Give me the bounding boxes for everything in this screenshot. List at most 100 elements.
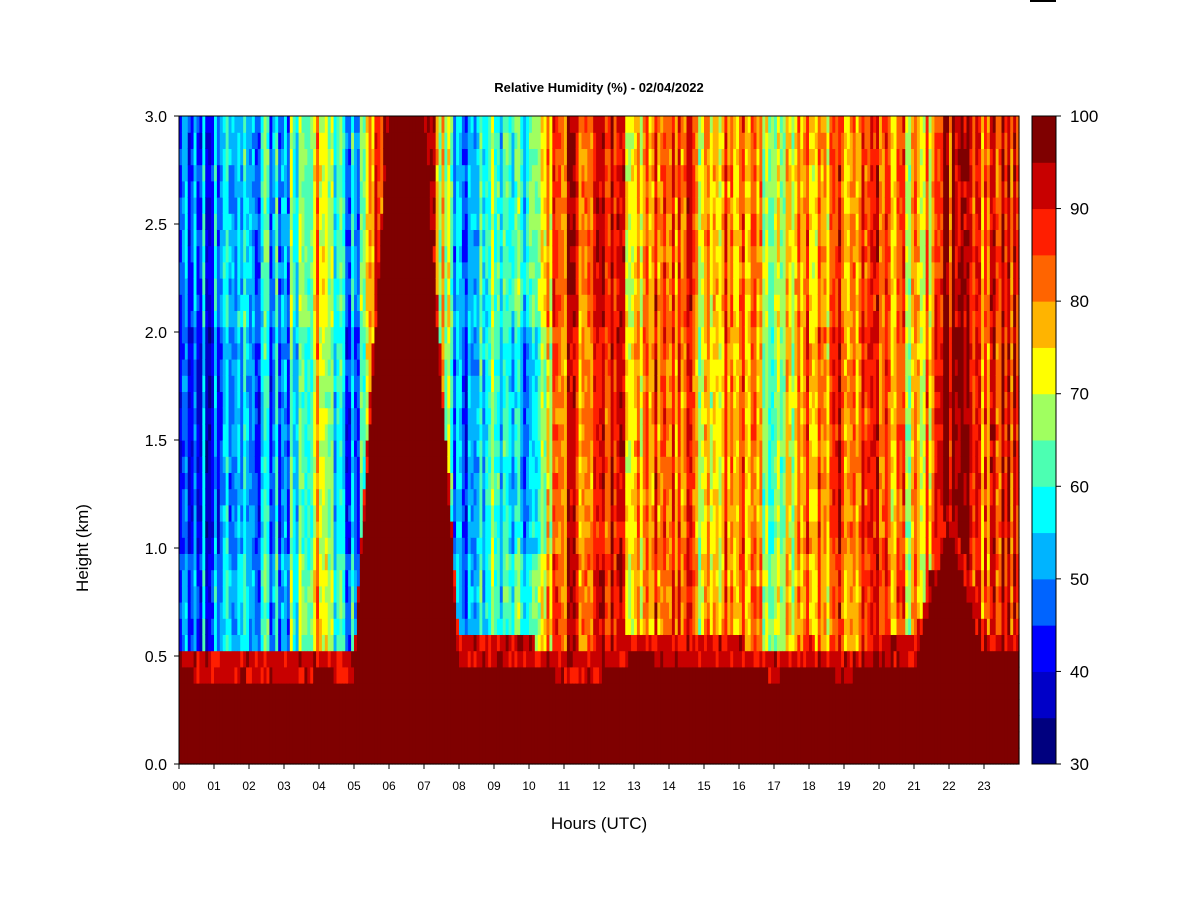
heatmap-cell <box>441 618 446 635</box>
heatmap-cell <box>246 342 250 360</box>
heatmap-cell <box>426 715 431 733</box>
heatmap-cell <box>316 116 320 133</box>
heatmap-cell <box>453 197 457 214</box>
heatmap-cell <box>243 650 247 668</box>
heatmap-cell <box>254 504 259 522</box>
heatmap-cell <box>222 213 227 230</box>
heatmap-cell <box>354 488 358 506</box>
heatmap-cell <box>377 699 381 716</box>
heatmap-cell <box>380 747 384 765</box>
heatmap-cell <box>301 326 306 344</box>
heatmap-cell <box>292 472 297 490</box>
heatmap-cell <box>488 650 492 668</box>
heatmap-cell <box>179 715 183 733</box>
heatmap-cell <box>470 537 475 554</box>
heatmap-cell <box>321 715 326 733</box>
heatmap-cell <box>199 666 203 684</box>
heatmap-cell <box>394 245 399 263</box>
heatmap-cell <box>289 213 294 230</box>
heatmap-cell <box>520 472 524 490</box>
heatmap-cell <box>307 553 311 571</box>
heatmap-cell <box>179 699 183 716</box>
heatmap-cell <box>432 326 437 344</box>
heatmap-cell <box>400 699 405 716</box>
heatmap-cell <box>284 699 288 716</box>
heatmap-cell <box>289 407 294 425</box>
heatmap-cell <box>435 294 440 311</box>
heatmap-cell <box>269 407 273 425</box>
heatmap-cell <box>450 261 454 279</box>
heatmap-cell <box>508 359 513 376</box>
heatmap-cell <box>316 699 320 716</box>
heatmap-cell <box>450 683 454 700</box>
heatmap-cell <box>243 618 247 635</box>
heatmap-cell <box>336 132 341 149</box>
heatmap-cell <box>342 666 346 684</box>
heatmap-cell <box>534 391 539 409</box>
heatmap-cell <box>351 342 355 360</box>
heatmap-cell <box>406 569 411 587</box>
heatmap-cell <box>412 197 416 214</box>
heatmap-cell <box>450 618 454 635</box>
heatmap-cell <box>240 731 244 749</box>
heatmap-cell <box>190 359 195 376</box>
heatmap-cell <box>214 504 218 522</box>
heatmap-cell <box>330 213 335 230</box>
heatmap-cell <box>354 569 358 587</box>
heatmap-cell <box>406 472 411 490</box>
heatmap-cell <box>526 683 530 700</box>
heatmap-cell <box>391 699 396 716</box>
heatmap-cell <box>298 440 303 457</box>
heatmap-cell <box>508 391 513 409</box>
heatmap-cell <box>403 294 408 311</box>
heatmap-cell <box>418 310 422 328</box>
heatmap-cell <box>316 602 320 619</box>
heatmap-cell <box>540 440 545 457</box>
heatmap-cell <box>476 342 481 360</box>
heatmap-cell <box>412 537 416 554</box>
heatmap-cell <box>246 618 250 635</box>
heatmap-cell <box>316 537 320 554</box>
heatmap-cell <box>205 634 209 652</box>
heatmap-cell <box>397 634 402 652</box>
heatmap-cell <box>459 618 463 635</box>
heatmap-cell <box>243 731 247 749</box>
heatmap-cell <box>438 731 443 749</box>
heatmap-cell <box>313 666 317 684</box>
heatmap-cell <box>219 294 224 311</box>
heatmap-cell <box>333 731 338 749</box>
heatmap-cell <box>205 423 209 441</box>
heatmap-cell <box>260 569 265 587</box>
heatmap-cell <box>453 180 457 198</box>
heatmap-cell <box>435 342 440 360</box>
heatmap-cell <box>359 666 364 684</box>
heatmap-cell <box>485 407 489 425</box>
heatmap-cell <box>263 148 268 166</box>
heatmap-cell <box>429 310 434 328</box>
heatmap-cell <box>286 197 291 214</box>
heatmap-cell <box>496 180 501 198</box>
heatmap-cell <box>348 666 352 684</box>
heatmap-cell <box>187 747 192 765</box>
heatmap-cell <box>208 731 212 749</box>
heatmap-cell <box>205 116 209 133</box>
heatmap-cell <box>228 180 233 198</box>
heatmap-cell <box>359 521 364 538</box>
heatmap-cell <box>339 164 343 182</box>
heatmap-cell <box>225 472 230 490</box>
heatmap-cell <box>438 585 443 603</box>
heatmap-cell <box>246 504 250 522</box>
heatmap-cell <box>374 602 378 619</box>
heatmap-cell <box>184 440 189 457</box>
heatmap-cell <box>307 423 311 441</box>
heatmap-cell <box>534 521 539 538</box>
heatmap-cell <box>263 116 268 133</box>
heatmap-cell <box>269 197 273 214</box>
heatmap-cell <box>266 326 271 344</box>
heatmap-cell <box>336 602 341 619</box>
heatmap-cell <box>456 229 460 247</box>
heatmap-cell <box>447 278 451 295</box>
heatmap-cell <box>359 602 364 619</box>
heatmap-cell <box>254 423 259 441</box>
heatmap-cell <box>502 472 507 490</box>
